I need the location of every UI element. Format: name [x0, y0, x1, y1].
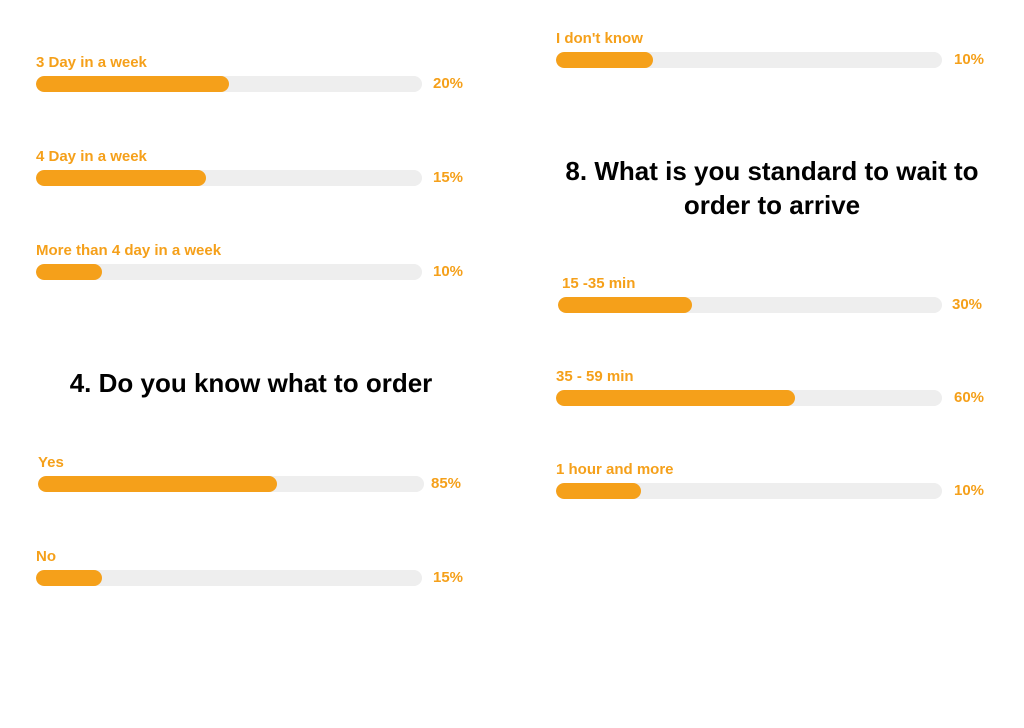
bar-percent: 10% [954, 51, 985, 68]
bar-percent: 85% [431, 475, 462, 492]
bar-item-no: No 15% [36, 548, 476, 588]
bar-fill [36, 76, 229, 92]
bar-percent: 20% [433, 75, 464, 92]
bar-track [556, 483, 942, 499]
question-8-title: 8. What is you standard to wait to order… [540, 154, 1004, 222]
bar-percent: 30% [952, 296, 983, 313]
bar-label: 4 Day in a week [36, 148, 147, 165]
bar-label: 1 hour and more [556, 461, 674, 478]
bar-percent: 15% [433, 169, 464, 186]
bar-label: 35 - 59 min [556, 368, 634, 385]
bar-fill [36, 170, 206, 186]
bar-track [36, 570, 422, 586]
bar-track [36, 76, 422, 92]
bar-item-i-dont-know: I don't know 10% [556, 30, 996, 70]
question-8-title-line2: order to arrive [683, 190, 861, 220]
bar-fill [556, 390, 796, 406]
bar-fill [556, 52, 653, 68]
bar-track [556, 390, 942, 406]
bar-item-15-35-min: 15 -35 min 30% [558, 275, 998, 315]
bar-track [38, 476, 424, 492]
bar-item-3-days: 3 Day in a week 20% [36, 54, 476, 94]
bar-label: No [36, 548, 56, 565]
bar-label: I don't know [556, 30, 643, 47]
bar-track [556, 52, 942, 68]
bar-item-4-days: 4 Day in a week 15% [36, 148, 476, 188]
bar-percent: 15% [433, 569, 464, 586]
bar-label: 15 -35 min [562, 275, 636, 292]
question-4-title: 4. Do you know what to order [69, 368, 433, 398]
bar-percent: 10% [433, 263, 464, 280]
bar-track [36, 264, 422, 280]
bar-item-yes: Yes 85% [38, 454, 478, 494]
bar-item-35-59-min: 35 - 59 min 60% [556, 368, 996, 408]
bar-track [558, 297, 942, 313]
bar-label: 3 Day in a week [36, 54, 147, 71]
bar-label: Yes [38, 454, 64, 471]
question-8-title-line1: 8. What is you standard to wait to [565, 156, 979, 186]
bar-percent: 10% [954, 482, 985, 499]
bar-fill [36, 264, 102, 280]
bar-fill [36, 570, 102, 586]
bar-track [36, 170, 422, 186]
bar-fill [558, 297, 693, 313]
bar-item-1-hour-and-more: 1 hour and more 10% [556, 461, 996, 501]
bar-percent: 60% [954, 389, 985, 406]
bar-fill [556, 483, 641, 499]
bar-label: More than 4 day in a week [36, 242, 222, 259]
bar-fill [38, 476, 278, 492]
bar-item-more-than-4-days: More than 4 day in a week 10% [36, 242, 476, 282]
